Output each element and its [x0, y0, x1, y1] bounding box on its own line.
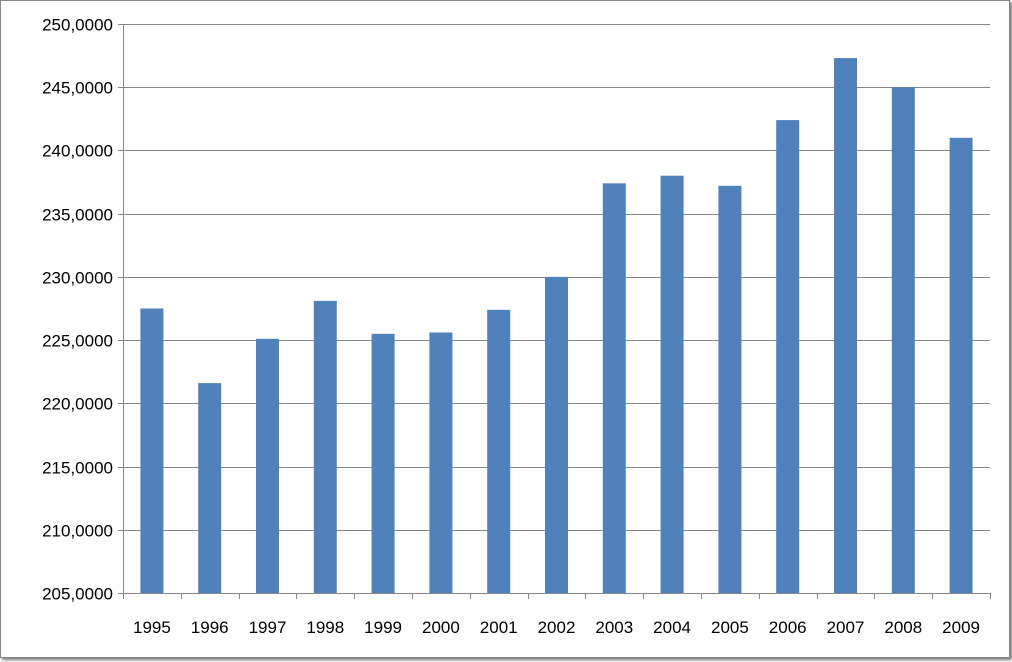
x-tick-label: 2005	[711, 618, 749, 637]
y-tick-label: 215,0000	[42, 459, 113, 478]
x-tick-label: 2002	[538, 618, 576, 637]
bar-2007	[834, 58, 857, 594]
bar-1999	[371, 333, 395, 593]
y-tick-label: 250,0000	[42, 16, 113, 35]
x-tick-label: 1997	[249, 618, 287, 637]
x-tick-label: 2008	[884, 618, 922, 637]
bar-2005	[718, 185, 742, 594]
x-tick-label: 2009	[942, 618, 980, 637]
x-tick-label: 1998	[306, 618, 344, 637]
bar-2003	[602, 183, 626, 594]
bar-2001	[487, 309, 511, 593]
y-tick-label: 235,0000	[42, 206, 113, 225]
x-tick-label: 2006	[769, 618, 807, 637]
bar-1996	[198, 383, 222, 593]
x-tick-label: 2001	[480, 618, 518, 637]
x-tick-label: 1995	[133, 618, 171, 637]
y-tick-label: 205,0000	[42, 585, 113, 604]
x-tick-label: 1996	[191, 618, 229, 637]
x-tick-label: 2004	[653, 618, 691, 637]
bars	[140, 58, 973, 594]
bar-2008	[891, 87, 915, 593]
y-tick-label: 210,0000	[42, 522, 113, 541]
x-tick-labels: 1995 1996 1997 1998 1999 2000 2001 2002 2003 2004…	[133, 618, 980, 637]
bar-2000	[429, 332, 453, 593]
y-tick-label: 245,0000	[42, 79, 113, 98]
bar-2009	[949, 137, 973, 594]
y-tick-labels: 205,0000 210,0000 215,0000 220,0000 225,0000…	[42, 16, 113, 604]
bar-1995	[140, 308, 164, 593]
bar-2002	[545, 276, 568, 593]
y-tick-label: 225,0000	[42, 332, 113, 351]
x-tick-label: 1999	[364, 618, 402, 637]
axes	[118, 24, 991, 599]
bar-2006	[776, 120, 800, 593]
x-tick-label: 2007	[827, 618, 865, 637]
x-tick-label: 2000	[422, 618, 460, 637]
x-tick-label: 2003	[595, 618, 633, 637]
bar-1997	[256, 338, 279, 593]
y-tick-label: 220,0000	[42, 395, 113, 414]
bar-1998	[313, 300, 337, 593]
y-tick-label: 230,0000	[42, 269, 113, 288]
bar-2004	[660, 175, 684, 593]
y-tick-label: 240,0000	[42, 142, 113, 161]
